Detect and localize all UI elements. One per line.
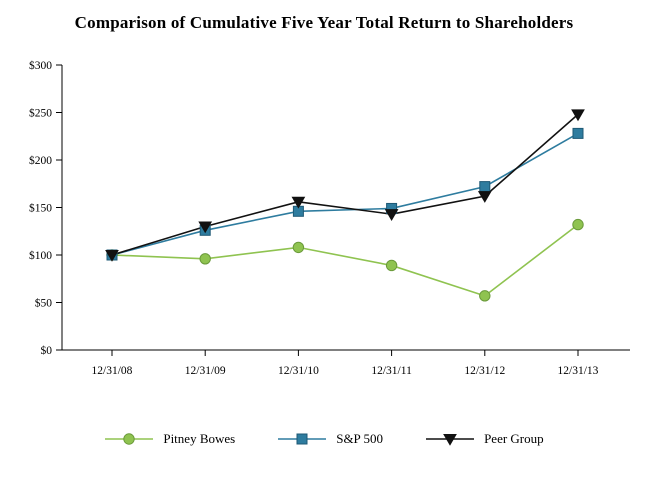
y-tick-label: $200 [29,154,52,167]
x-tick-label: 12/31/11 [371,365,412,377]
legend-label: Peer Group [484,431,544,446]
y-tick-label: $250 [29,107,52,120]
series-markers-peer-group [105,109,585,262]
legend-item-peer-group: Peer Group [425,430,544,448]
series-markers-s-p-500 [106,127,584,261]
tick-marks [56,64,579,356]
y-tick-label: $100 [29,249,52,262]
triangle-down-marker-icon [426,434,475,446]
x-tick-label: 12/31/08 [92,365,133,377]
y-tick-label: $50 [35,297,53,310]
y-axis-labels: $0 $50 $100 $150 $200 $250 $300 [29,59,52,357]
legend-label: S&P 500 [336,431,384,446]
legend-label: Pitney Bowes [163,431,236,446]
x-tick-label: 12/31/09 [185,365,226,377]
series-line-peer-group [111,113,579,256]
x-tick-label: 12/31/10 [278,365,319,377]
legend-item-s-p-500: S&P 500 [277,430,383,448]
x-axis-labels: 12/31/08 12/31/09 12/31/10 12/31/11 12/31/12… [92,365,599,377]
legend-item-pitney-bowes: Pitney Bowes [104,430,235,448]
legend: Pitney Bowes S&P 500 Peer Group [0,430,648,448]
series-markers-pitney-bowes [106,218,584,302]
x-tick-label: 12/31/13 [558,365,599,377]
square-marker-icon [278,433,327,445]
series-line-pitney-bowes [111,223,579,297]
circle-marker-icon [105,433,154,445]
chart-title: Comparison of Cumulative Five Year Total… [74,13,574,32]
y-tick-label: $300 [29,59,52,72]
y-tick-label: $0 [41,344,53,357]
series-line-s-p-500 [111,132,579,256]
x-tick-label: 12/31/12 [464,365,505,377]
y-tick-label: $150 [29,202,52,215]
